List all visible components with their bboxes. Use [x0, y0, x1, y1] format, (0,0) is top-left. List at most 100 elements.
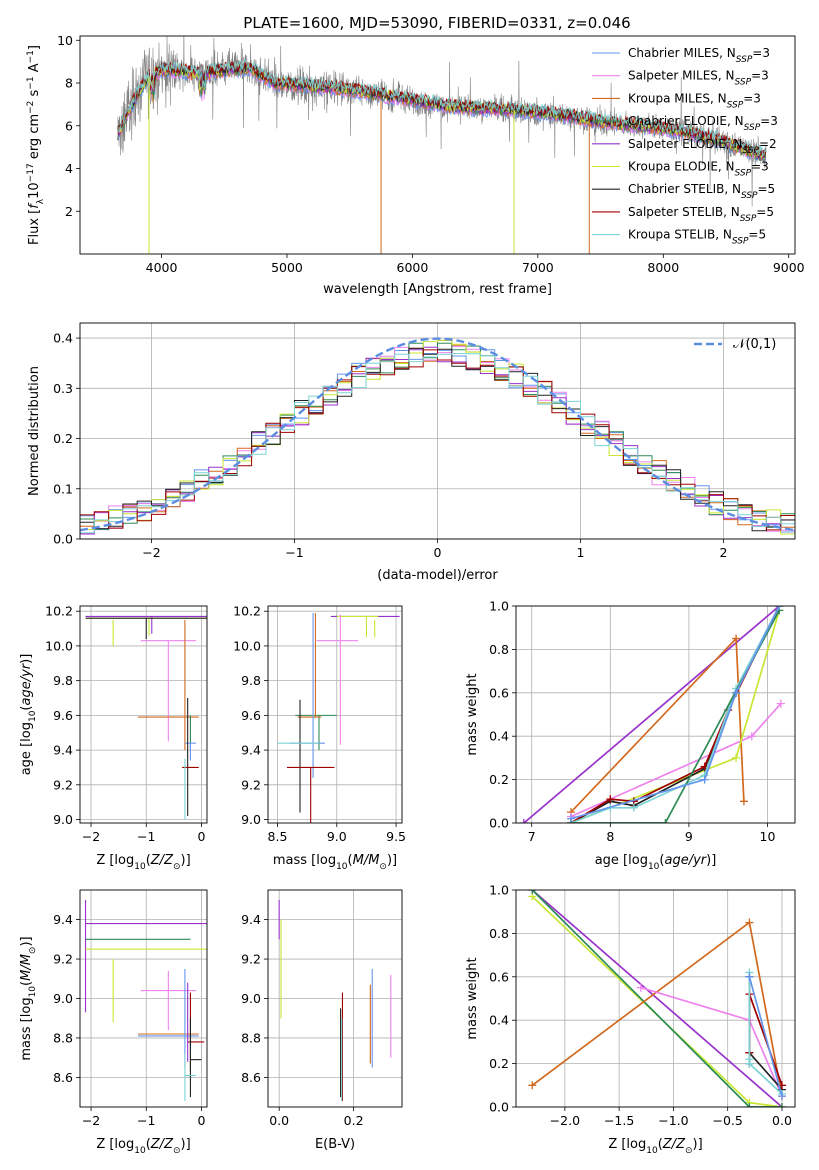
y-tick-label: 9.4	[53, 743, 73, 758]
mass_vs_ebv-axes: 0.0 0.2 8.6 8.8 9.0 9.2 9.4 E(B-V)	[241, 890, 402, 1152]
weight-marker	[636, 983, 645, 992]
x-tick-label: 7	[528, 829, 536, 844]
residual-histograms	[80, 337, 795, 535]
y-tick-label: 2	[65, 204, 73, 219]
y-tick-label: 1.0	[489, 599, 509, 614]
mass_vs_ebv-frame	[267, 889, 403, 1108]
spectrum-legend: Chabrier MILES, NSSP=3 Salpeter MILES, NS…	[592, 46, 778, 247]
y-tick-label: 6	[65, 118, 73, 133]
y-tick-label: 0.6	[489, 685, 509, 700]
errorbar-point	[140, 640, 196, 742]
x-tick-label: 0.0	[772, 1113, 792, 1128]
x-tick-label: −2	[82, 1113, 100, 1128]
normal-curve-line	[80, 337, 795, 532]
y-tick-label: 0.6	[489, 969, 509, 984]
residual-step-line	[80, 353, 795, 534]
x-axis-label: mass [log10(M/M⊙)]	[273, 853, 397, 872]
x-axis-label: E(B-V)	[315, 1137, 355, 1152]
y-tick-label: 9.4	[241, 912, 261, 927]
weight-marker	[528, 890, 537, 894]
legend-label: Chabrier MILES, NSSP=3	[628, 46, 770, 65]
errorbar-point	[85, 617, 207, 636]
weight_vs_age-axes: 7 8 9 10 0.0 0.2 0.4 0.6 0.8 1.0 age [log10(age/yr…	[465, 599, 795, 872]
spectrum-frame	[79, 35, 796, 255]
x-tick-label: 2	[720, 545, 728, 560]
x-tick-label: 0	[434, 545, 442, 560]
x-tick-label: 5000	[271, 260, 303, 275]
y-tick-label: 10.2	[45, 604, 73, 619]
weight-marker	[606, 795, 615, 804]
x-tick-label: −1	[137, 1113, 155, 1128]
y-tick-label: 10	[57, 33, 73, 48]
y-tick-label: 8.8	[241, 1030, 261, 1045]
x-tick-label: 0	[198, 829, 206, 844]
weight-series-line	[640, 986, 783, 1097]
residual-step-line	[80, 339, 795, 535]
y-tick-label: 9.2	[53, 952, 73, 967]
weight_vs_Z-frame	[515, 889, 796, 1108]
weight-marker	[661, 819, 670, 823]
weight-marker	[528, 1081, 537, 1090]
errorbar-point	[316, 614, 359, 745]
x-tick-label: 8000	[647, 260, 679, 275]
weight_vs_Z-axes: −2.0 −1.5 −1.0 −0.5 0.0 0.0 0.2 0.4 0.6 0.8 1.0 Z […	[465, 883, 795, 1156]
legend-label: Chabrier STELIB, NSSP=5	[628, 182, 775, 201]
y-tick-label: 0.4	[489, 729, 509, 744]
errorbar-point	[286, 766, 335, 823]
y-tick-label: 0.2	[489, 772, 509, 787]
y-tick-label: 1.0	[489, 883, 509, 898]
age_vs_mass-points	[277, 612, 400, 823]
weight-marker	[739, 797, 748, 806]
y-tick-label: 0.0	[489, 816, 509, 831]
weight-marker	[745, 918, 754, 927]
mass_vs_Z-points	[84, 899, 207, 1102]
errorbar-point	[184, 742, 196, 761]
x-tick-label: 9.5	[386, 829, 406, 844]
chart-layer: 4000 5000 6000 7000 8000 9000246810wavelength…	[19, 33, 805, 1156]
weight-series-line	[748, 976, 783, 1097]
x-tick-label: 9	[685, 829, 693, 844]
y-tick-label: 4	[65, 161, 73, 176]
y-tick-label: 0.4	[53, 331, 73, 346]
model-spectrum-line	[117, 58, 767, 157]
y-tick-label: 9.0	[241, 812, 261, 827]
y-tick-label: 0.2	[53, 431, 73, 446]
y-tick-label: 0.2	[489, 1056, 509, 1071]
x-tick-label: −1.5	[604, 1113, 634, 1128]
x-tick-label: 9.0	[327, 829, 347, 844]
age_vs_Z-frame	[79, 605, 208, 824]
weight-marker	[775, 606, 784, 610]
figure-title: PLATE=1600, MJD=53090, FIBERID=0331, z=0…	[243, 14, 630, 32]
weight-series-line	[531, 921, 783, 1097]
weight-series-line	[748, 972, 783, 1095]
age_vs_mass-frame	[267, 605, 403, 824]
x-axis-label: Z [log10(Z/Z⊙)]	[608, 1137, 702, 1156]
age_vs_Z-axes: −2 −1 0 9.0 9.2 9.4 9.6 9.8 10.0 10.2 Z [log10(Z/Z…	[19, 604, 207, 872]
x-tick-label: 1	[577, 545, 585, 560]
weight-marker	[747, 732, 756, 741]
weight-series-line	[570, 610, 781, 823]
legend-label: Salpeter ELODIE, NSSP=2	[628, 137, 777, 156]
y-tick-label: 8.8	[53, 1030, 73, 1045]
y-axis-label: mass weight	[465, 957, 480, 1039]
x-tick-label: −1	[285, 545, 303, 560]
y-tick-label: 0.0	[489, 1100, 509, 1115]
legend-label: Kroupa ELODIE, NSSP=3	[628, 160, 769, 179]
x-tick-label: 4000	[146, 260, 178, 275]
weight-series-line	[570, 606, 781, 820]
weight-marker	[777, 1103, 786, 1107]
y-tick-label: 9.8	[53, 673, 73, 688]
x-axis-label: Z [log10(Z/Z⊙)]	[96, 853, 190, 872]
errorbar-point	[289, 612, 325, 778]
x-tick-label: −1.0	[658, 1113, 688, 1128]
x-axis-label: Z [log10(Z/Z⊙)]	[96, 1137, 190, 1156]
y-tick-label: 10.2	[233, 604, 261, 619]
mass_vs_Z-frame	[79, 889, 208, 1108]
weight-marker	[567, 814, 576, 823]
legend-label: 𝒩(0,1)	[733, 337, 776, 352]
y-tick-label: 0.8	[489, 642, 509, 657]
legend-label: Salpeter MILES, NSSP=3	[628, 69, 769, 88]
spectrum-axes: 4000 5000 6000 7000 8000 9000 2 4 6 8 10 wavelength…	[26, 33, 805, 297]
errorbar-point	[297, 612, 322, 718]
y-tick-label: 8	[65, 76, 73, 91]
